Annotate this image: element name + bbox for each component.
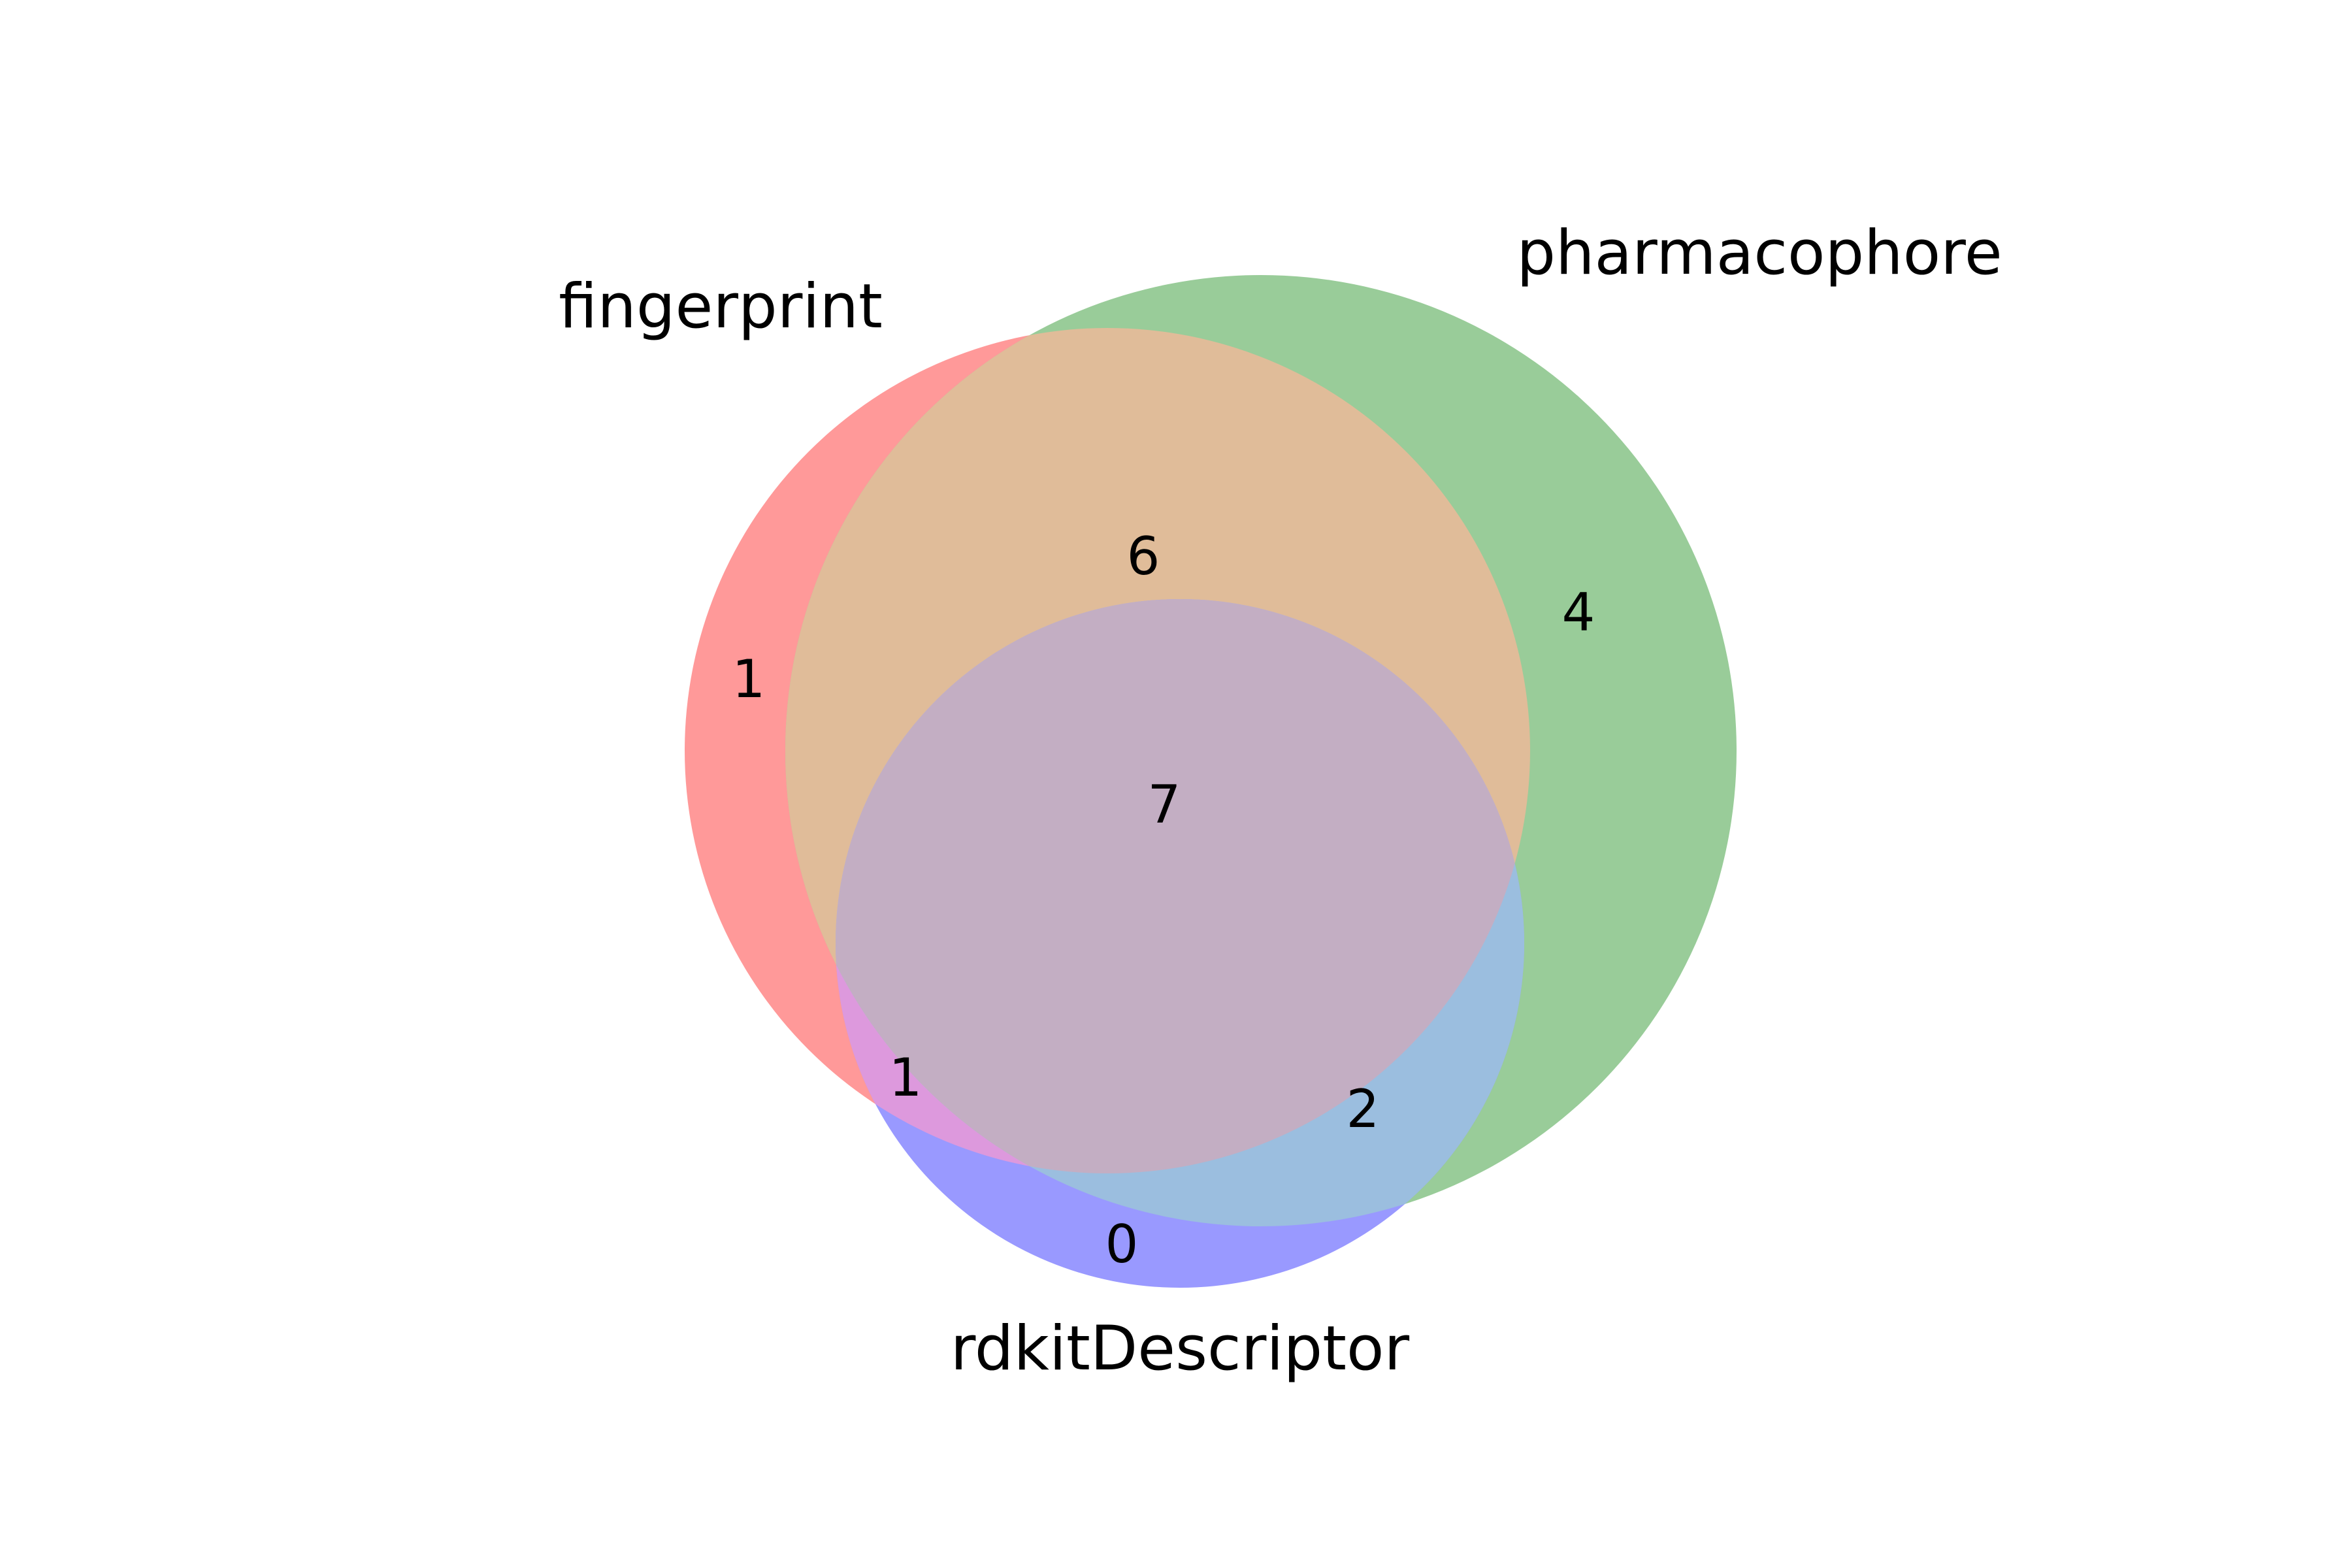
set-label-pharmacophore: pharmacophore (1516, 218, 2002, 289)
region-fingerprint-only: 1 (732, 649, 766, 710)
set-label-fingerprint: fingerprint (559, 271, 883, 342)
region-pharmacophore-rdkitDescriptor: 2 (1347, 1079, 1380, 1139)
region-fingerprint-rdkitDescriptor: 1 (889, 1047, 923, 1108)
set-label-rdkitDescriptor: rdkitDescriptor (951, 1313, 1410, 1384)
region-pharmacophore-only: 4 (1562, 582, 1595, 643)
region-rdkitDescriptor-only: 0 (1105, 1214, 1139, 1275)
region-fingerprint-pharmacophore: 6 (1127, 526, 1160, 587)
region-all-three: 7 (1148, 774, 1181, 835)
